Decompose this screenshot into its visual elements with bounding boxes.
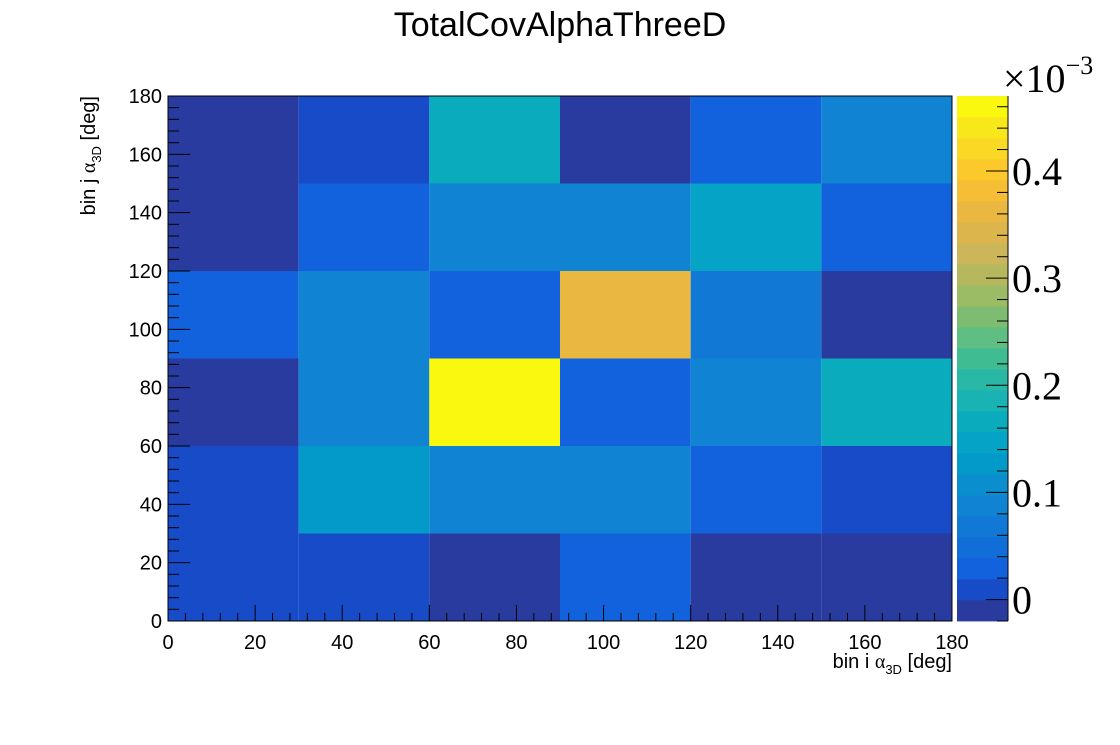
x-tick-label: 180 bbox=[935, 632, 968, 654]
x-tick-label: 20 bbox=[244, 632, 266, 654]
heatmap-cell bbox=[429, 446, 560, 534]
color-scale-band bbox=[957, 600, 1008, 622]
color-scale-band bbox=[957, 180, 1008, 202]
heatmap-cell bbox=[429, 533, 560, 621]
x-tick-label: 80 bbox=[505, 632, 527, 654]
color-scale-bar bbox=[957, 96, 1008, 622]
color-scale-band bbox=[957, 390, 1008, 412]
y-axis-label: bin j α3D [deg] bbox=[78, 96, 104, 215]
heatmap-cell bbox=[168, 358, 299, 446]
color-scale-band bbox=[957, 243, 1008, 265]
heatmap-cell bbox=[560, 358, 691, 446]
heatmap-cell bbox=[298, 271, 430, 359]
y-axis: 0 20 40 60 80 100 120 140 160 180 bbox=[129, 86, 190, 633]
x-tick-label: 120 bbox=[674, 632, 707, 654]
color-scale-band bbox=[957, 117, 1008, 139]
heatmap-cell bbox=[429, 96, 560, 184]
color-scale-band bbox=[957, 558, 1008, 580]
color-scale-band bbox=[957, 348, 1008, 370]
color-scale-band bbox=[957, 285, 1008, 307]
color-scale-band bbox=[957, 96, 1008, 118]
heatmap-cell bbox=[690, 533, 822, 621]
color-scale-band bbox=[957, 327, 1008, 349]
heatmap-cell bbox=[821, 446, 952, 534]
heatmap-cell bbox=[690, 183, 822, 271]
heatmap-cell bbox=[821, 96, 952, 184]
heatmap-cell bbox=[168, 183, 299, 271]
y-tick-label: 80 bbox=[140, 378, 162, 400]
color-scale-band bbox=[957, 222, 1008, 244]
color-scale-band bbox=[957, 306, 1008, 328]
heatmap-cell bbox=[560, 96, 691, 184]
x-tick-label: 0 bbox=[162, 632, 173, 654]
color-scale-multiplier: ×10−3 bbox=[1003, 51, 1093, 101]
color-scale-tick-label: 0.3 bbox=[1012, 256, 1062, 301]
y-tick-label: 0 bbox=[151, 611, 162, 633]
color-scale-band bbox=[957, 516, 1008, 538]
x-tick-label: 100 bbox=[587, 632, 620, 654]
color-scale-band bbox=[957, 495, 1008, 517]
heatmap-cell bbox=[429, 358, 560, 446]
heatmap-cell bbox=[298, 96, 430, 184]
color-scale-band bbox=[957, 432, 1008, 454]
heatmap-cell bbox=[690, 358, 822, 446]
heatmap-cell bbox=[168, 533, 299, 621]
color-scale-band bbox=[957, 159, 1008, 181]
y-tick-label: 160 bbox=[129, 144, 162, 166]
x-tick-label: 40 bbox=[331, 632, 353, 654]
color-scale-band bbox=[957, 579, 1008, 601]
heatmap-cell bbox=[821, 358, 952, 446]
heatmap-cell bbox=[298, 358, 430, 446]
heatmap-cell bbox=[429, 183, 560, 271]
color-scale-tick-label: 0 bbox=[1012, 578, 1032, 623]
heatmap-cells bbox=[168, 96, 952, 621]
y-tick-label: 40 bbox=[140, 494, 162, 516]
color-scale-band bbox=[957, 411, 1008, 433]
heatmap-cell bbox=[560, 446, 691, 534]
heatmap-cell bbox=[168, 271, 299, 359]
color-scale-tick-label: 0.4 bbox=[1012, 149, 1062, 194]
heatmap-cell bbox=[690, 271, 822, 359]
heatmap-cell bbox=[690, 96, 822, 184]
y-tick-label: 100 bbox=[129, 319, 162, 341]
heatmap-cell bbox=[298, 533, 430, 621]
y-tick-label: 120 bbox=[129, 261, 162, 283]
y-tick-label: 140 bbox=[129, 203, 162, 225]
color-scale-band bbox=[957, 369, 1008, 391]
color-scale-axis: 0 0.1 0.2 0.3 0.4 bbox=[986, 96, 1062, 623]
heatmap-cell bbox=[690, 446, 822, 534]
y-tick-label: 60 bbox=[140, 436, 162, 458]
heatmap-cell bbox=[298, 446, 430, 534]
heatmap-cell bbox=[168, 96, 299, 184]
y-tick-label: 180 bbox=[129, 86, 162, 108]
x-axis-label: bin i α3D [deg] bbox=[833, 651, 952, 677]
heatmap-cell bbox=[821, 183, 952, 271]
color-scale-band bbox=[957, 201, 1008, 223]
heatmap-cell bbox=[560, 533, 691, 621]
color-scale-band bbox=[957, 453, 1008, 475]
color-scale-band bbox=[957, 537, 1008, 559]
x-axis: 0 20 40 60 80 100 120 140 160 180 bbox=[162, 605, 969, 654]
heatmap-cell bbox=[560, 183, 691, 271]
color-scale-tick-label: 0.1 bbox=[1012, 470, 1062, 515]
x-tick-label: 60 bbox=[418, 632, 440, 654]
x-tick-label: 160 bbox=[848, 632, 881, 654]
color-scale-band bbox=[957, 138, 1008, 160]
heatmap-cell bbox=[429, 271, 560, 359]
heatmap-cell bbox=[560, 271, 691, 359]
chart-title: TotalCovAlphaThreeD bbox=[394, 6, 727, 44]
color-scale-tick-label: 0.2 bbox=[1012, 363, 1062, 408]
heatmap-cell bbox=[168, 446, 299, 534]
plot-frame bbox=[167, 95, 953, 622]
color-scale-band bbox=[957, 474, 1008, 496]
y-tick-label: 20 bbox=[140, 553, 162, 575]
x-tick-label: 140 bbox=[761, 632, 794, 654]
heatmap-cell bbox=[821, 271, 952, 359]
heatmap-cell bbox=[298, 183, 430, 271]
color-scale-band bbox=[957, 264, 1008, 286]
heatmap-cell bbox=[821, 533, 952, 621]
